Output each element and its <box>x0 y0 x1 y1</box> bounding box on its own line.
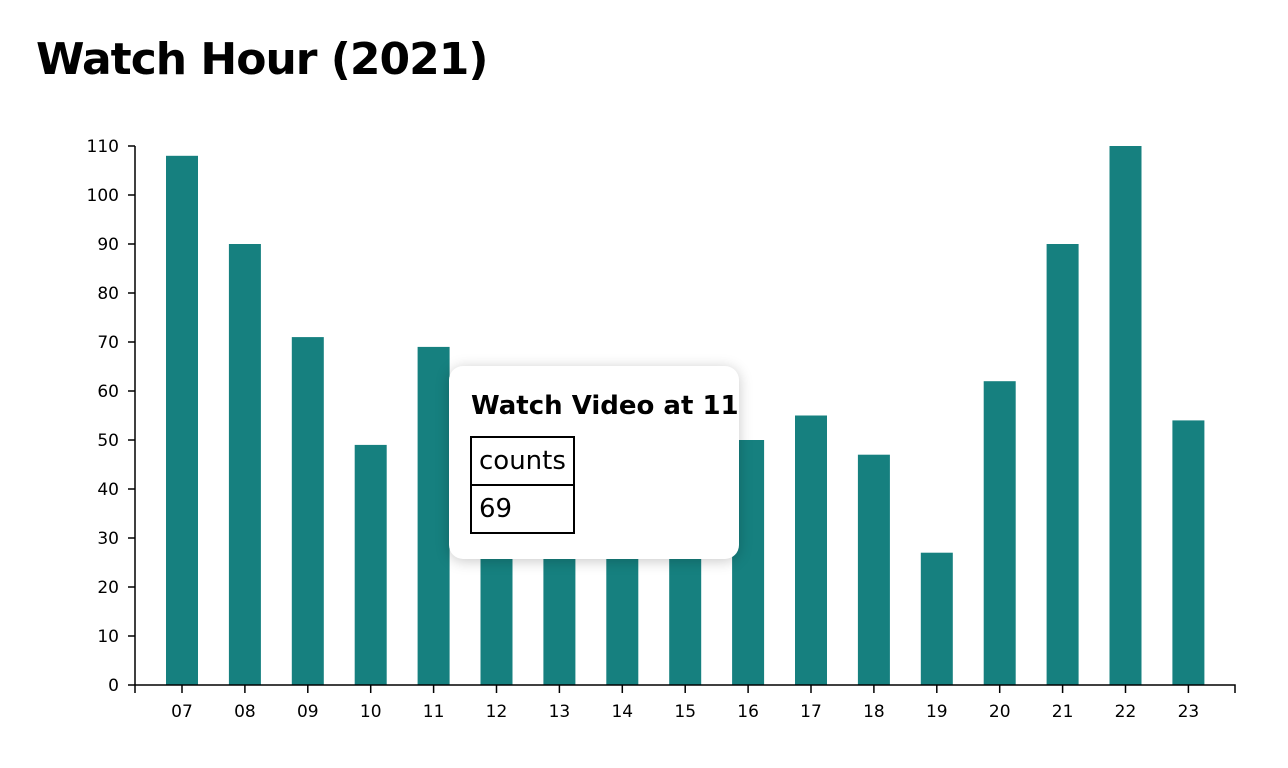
tooltip-table: counts 69 <box>470 436 575 534</box>
bar-18[interactable] <box>857 454 890 685</box>
x-tick-label-12: 12 <box>486 702 508 722</box>
y-tick-label-100: 100 <box>87 186 119 206</box>
bar-12[interactable] <box>480 538 513 685</box>
tooltip-row-value: 69 <box>470 484 575 534</box>
x-axis: 07 08 09 10 11 12 13 14 15 16 17 18 19 20 21 22 23 <box>134 684 1236 722</box>
bar-22[interactable] <box>1109 146 1142 685</box>
bar-23[interactable] <box>1172 420 1205 685</box>
bars-group <box>166 146 1205 686</box>
y-tick-label-80: 80 <box>97 284 119 304</box>
y-axis: 0 10 20 30 40 50 60 70 80 90 100 110 <box>87 137 136 696</box>
x-tick-label-14: 14 <box>611 702 633 722</box>
x-tick-label-09: 09 <box>297 702 319 722</box>
x-tick-label-13: 13 <box>549 702 571 722</box>
x-tick-label-23: 23 <box>1178 702 1200 722</box>
x-tick-label-08: 08 <box>234 702 256 722</box>
tooltip-title: Watch Video at 11 <box>471 391 739 421</box>
bar-21[interactable] <box>1046 244 1079 685</box>
y-tick-label-90: 90 <box>97 235 119 255</box>
y-tick-label-0: 0 <box>108 676 119 696</box>
bar-20[interactable] <box>983 381 1016 685</box>
y-tick-label-20: 20 <box>97 578 119 598</box>
bar-14[interactable] <box>606 538 639 685</box>
bar-15[interactable] <box>669 538 702 685</box>
bar-10[interactable] <box>354 444 387 685</box>
tooltip-value: 69 <box>470 484 575 534</box>
y-tick-label-110: 110 <box>87 137 119 157</box>
x-tick-label-07: 07 <box>171 702 193 722</box>
x-tick-label-22: 22 <box>1115 702 1137 722</box>
x-tick-label-18: 18 <box>863 702 885 722</box>
x-tick-label-10: 10 <box>360 702 382 722</box>
x-tick-label-11: 11 <box>423 702 445 722</box>
bar-08[interactable] <box>228 244 261 685</box>
y-tick-label-50: 50 <box>97 431 119 451</box>
y-tick-label-70: 70 <box>97 333 119 353</box>
y-tick-label-30: 30 <box>97 529 119 549</box>
tooltip-label: counts <box>470 436 575 486</box>
x-tick-label-15: 15 <box>674 702 696 722</box>
bar-13[interactable] <box>543 538 576 685</box>
bar-11[interactable] <box>417 346 450 685</box>
y-tick-label-60: 60 <box>97 382 119 402</box>
tooltip-row-label: counts <box>470 436 575 486</box>
bar-07[interactable] <box>166 155 198 686</box>
page-title: Watch Hour (2021) <box>36 34 488 85</box>
x-tick-label-21: 21 <box>1052 702 1074 722</box>
bar-17[interactable] <box>795 415 827 686</box>
x-tick-label-19: 19 <box>926 702 948 722</box>
bar-09[interactable] <box>291 337 324 685</box>
y-tick-label-40: 40 <box>97 480 119 500</box>
y-tick-label-10: 10 <box>97 627 119 647</box>
x-tick-label-16: 16 <box>737 702 759 722</box>
x-tick-label-17: 17 <box>800 702 822 722</box>
x-tick-label-20: 20 <box>989 702 1011 722</box>
tooltip: Watch Video at 11 counts 69 <box>449 366 739 559</box>
bar-19[interactable] <box>920 552 953 685</box>
